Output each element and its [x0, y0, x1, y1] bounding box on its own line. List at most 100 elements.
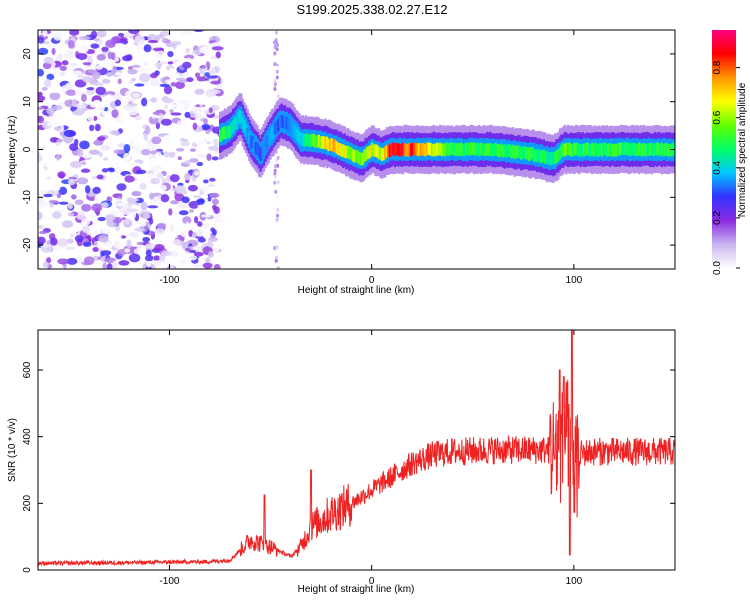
ridge-cell: [466, 142, 469, 156]
noise-blob: [201, 123, 211, 131]
ridge-cell: [484, 143, 487, 156]
noise-blob: [134, 115, 142, 121]
ridge-cell: [408, 142, 411, 156]
noise-blob: [90, 30, 98, 39]
ridge-cell: [602, 142, 605, 155]
ridge-cell: [343, 145, 346, 158]
noise-blob: [275, 194, 279, 199]
ridge-cell: [560, 144, 563, 158]
ridge-cell: [451, 143, 455, 156]
ridge-cell: [663, 143, 667, 156]
noise-blob: [155, 49, 165, 59]
ridge-cell: [557, 148, 560, 162]
snr-panel: -100 0 100 0 200 400 600 Height of straight l…: [7, 329, 676, 595]
ridge-cell: [623, 142, 626, 155]
ridge-cell: [304, 133, 308, 146]
ridge-cell: [495, 143, 499, 157]
ridge-cell: [531, 147, 534, 160]
noise-blob: [38, 142, 43, 147]
ridge-cell: [529, 147, 533, 160]
noise-blob: [91, 71, 101, 80]
ridge-cell: [477, 143, 481, 157]
noise-blob: [102, 51, 108, 55]
ridge-cell: [476, 142, 479, 156]
noise-blob: [188, 230, 194, 238]
noise-blob: [209, 192, 220, 199]
noise-blob: [61, 85, 67, 93]
ridge-cell: [261, 145, 264, 158]
noise-blob: [49, 91, 61, 101]
noise-blob: [136, 125, 142, 131]
ridge-cell: [474, 143, 478, 157]
noise-blob: [77, 148, 84, 158]
ridge-cell: [272, 124, 275, 138]
colorbar-label: Normalized spectral amplitude: [737, 82, 748, 217]
noise-blob: [171, 234, 178, 239]
noise-blob: [194, 244, 200, 253]
noise-blob: [89, 124, 95, 132]
noise-blob: [276, 155, 280, 160]
noise-blob: [104, 94, 114, 103]
noise-blob: [168, 208, 173, 216]
spectrogram-image: [38, 30, 675, 269]
ridge-cell: [641, 143, 644, 157]
noise-blob: [153, 243, 165, 251]
y-tick-label: 200: [22, 495, 33, 512]
ridge-cell: [659, 144, 662, 157]
noise-blob: [274, 246, 278, 251]
ridge-cell: [615, 143, 618, 157]
ridge-cell: [236, 112, 240, 125]
ridge-cell: [634, 143, 638, 157]
noise-blob: [139, 73, 151, 83]
noise-blob: [177, 126, 183, 135]
noise-blob: [121, 190, 128, 200]
noise-blob: [182, 61, 192, 69]
ridge-cell: [589, 144, 592, 157]
noise-blob: [150, 177, 161, 185]
ridge-cell: [426, 142, 429, 155]
noise-blob: [102, 225, 109, 234]
ridge-cell: [631, 142, 634, 156]
noise-blob: [154, 227, 165, 235]
noise-blob: [154, 61, 163, 69]
noise-blob: [49, 88, 60, 94]
noise-blob: [127, 66, 133, 70]
ridge-cell: [610, 144, 613, 157]
noise-blob: [188, 89, 194, 96]
noise-blob: [147, 205, 159, 209]
noise-blob: [81, 154, 94, 158]
ridge-cell: [233, 117, 236, 131]
noise-blob: [168, 266, 174, 269]
noise-blob: [113, 232, 122, 242]
noise-blob: [82, 62, 92, 66]
ridge-cell: [652, 143, 655, 157]
noise-blob: [197, 98, 203, 103]
noise-blob: [207, 239, 214, 248]
ridge-cell: [568, 142, 571, 156]
noise-blob: [143, 61, 148, 66]
ridge-cell: [393, 143, 397, 157]
noise-blob: [167, 50, 174, 58]
noise-blob: [57, 258, 69, 265]
noise-blob: [178, 210, 189, 216]
noise-blob: [105, 141, 113, 146]
ridge-cell: [565, 142, 568, 156]
noise-blob: [145, 249, 152, 257]
noise-blob: [97, 136, 106, 141]
x-tick-label: 0: [369, 275, 375, 286]
noise-blob: [48, 200, 60, 204]
noise-blob: [128, 231, 140, 238]
ridge-cell: [586, 142, 589, 156]
noise-blob: [179, 259, 186, 264]
ridge-cell: [333, 139, 337, 152]
ridge-cell: [519, 147, 523, 160]
ridge-cell: [414, 142, 418, 155]
ridge-cell: [458, 143, 461, 156]
noise-blob: [169, 223, 175, 232]
ridge-cell: [523, 146, 526, 159]
ridge-cell: [244, 123, 248, 137]
noise-blob: [143, 44, 152, 53]
ridge-cell: [595, 144, 599, 157]
noise-blob: [93, 139, 104, 146]
ridge-cell: [293, 124, 296, 138]
